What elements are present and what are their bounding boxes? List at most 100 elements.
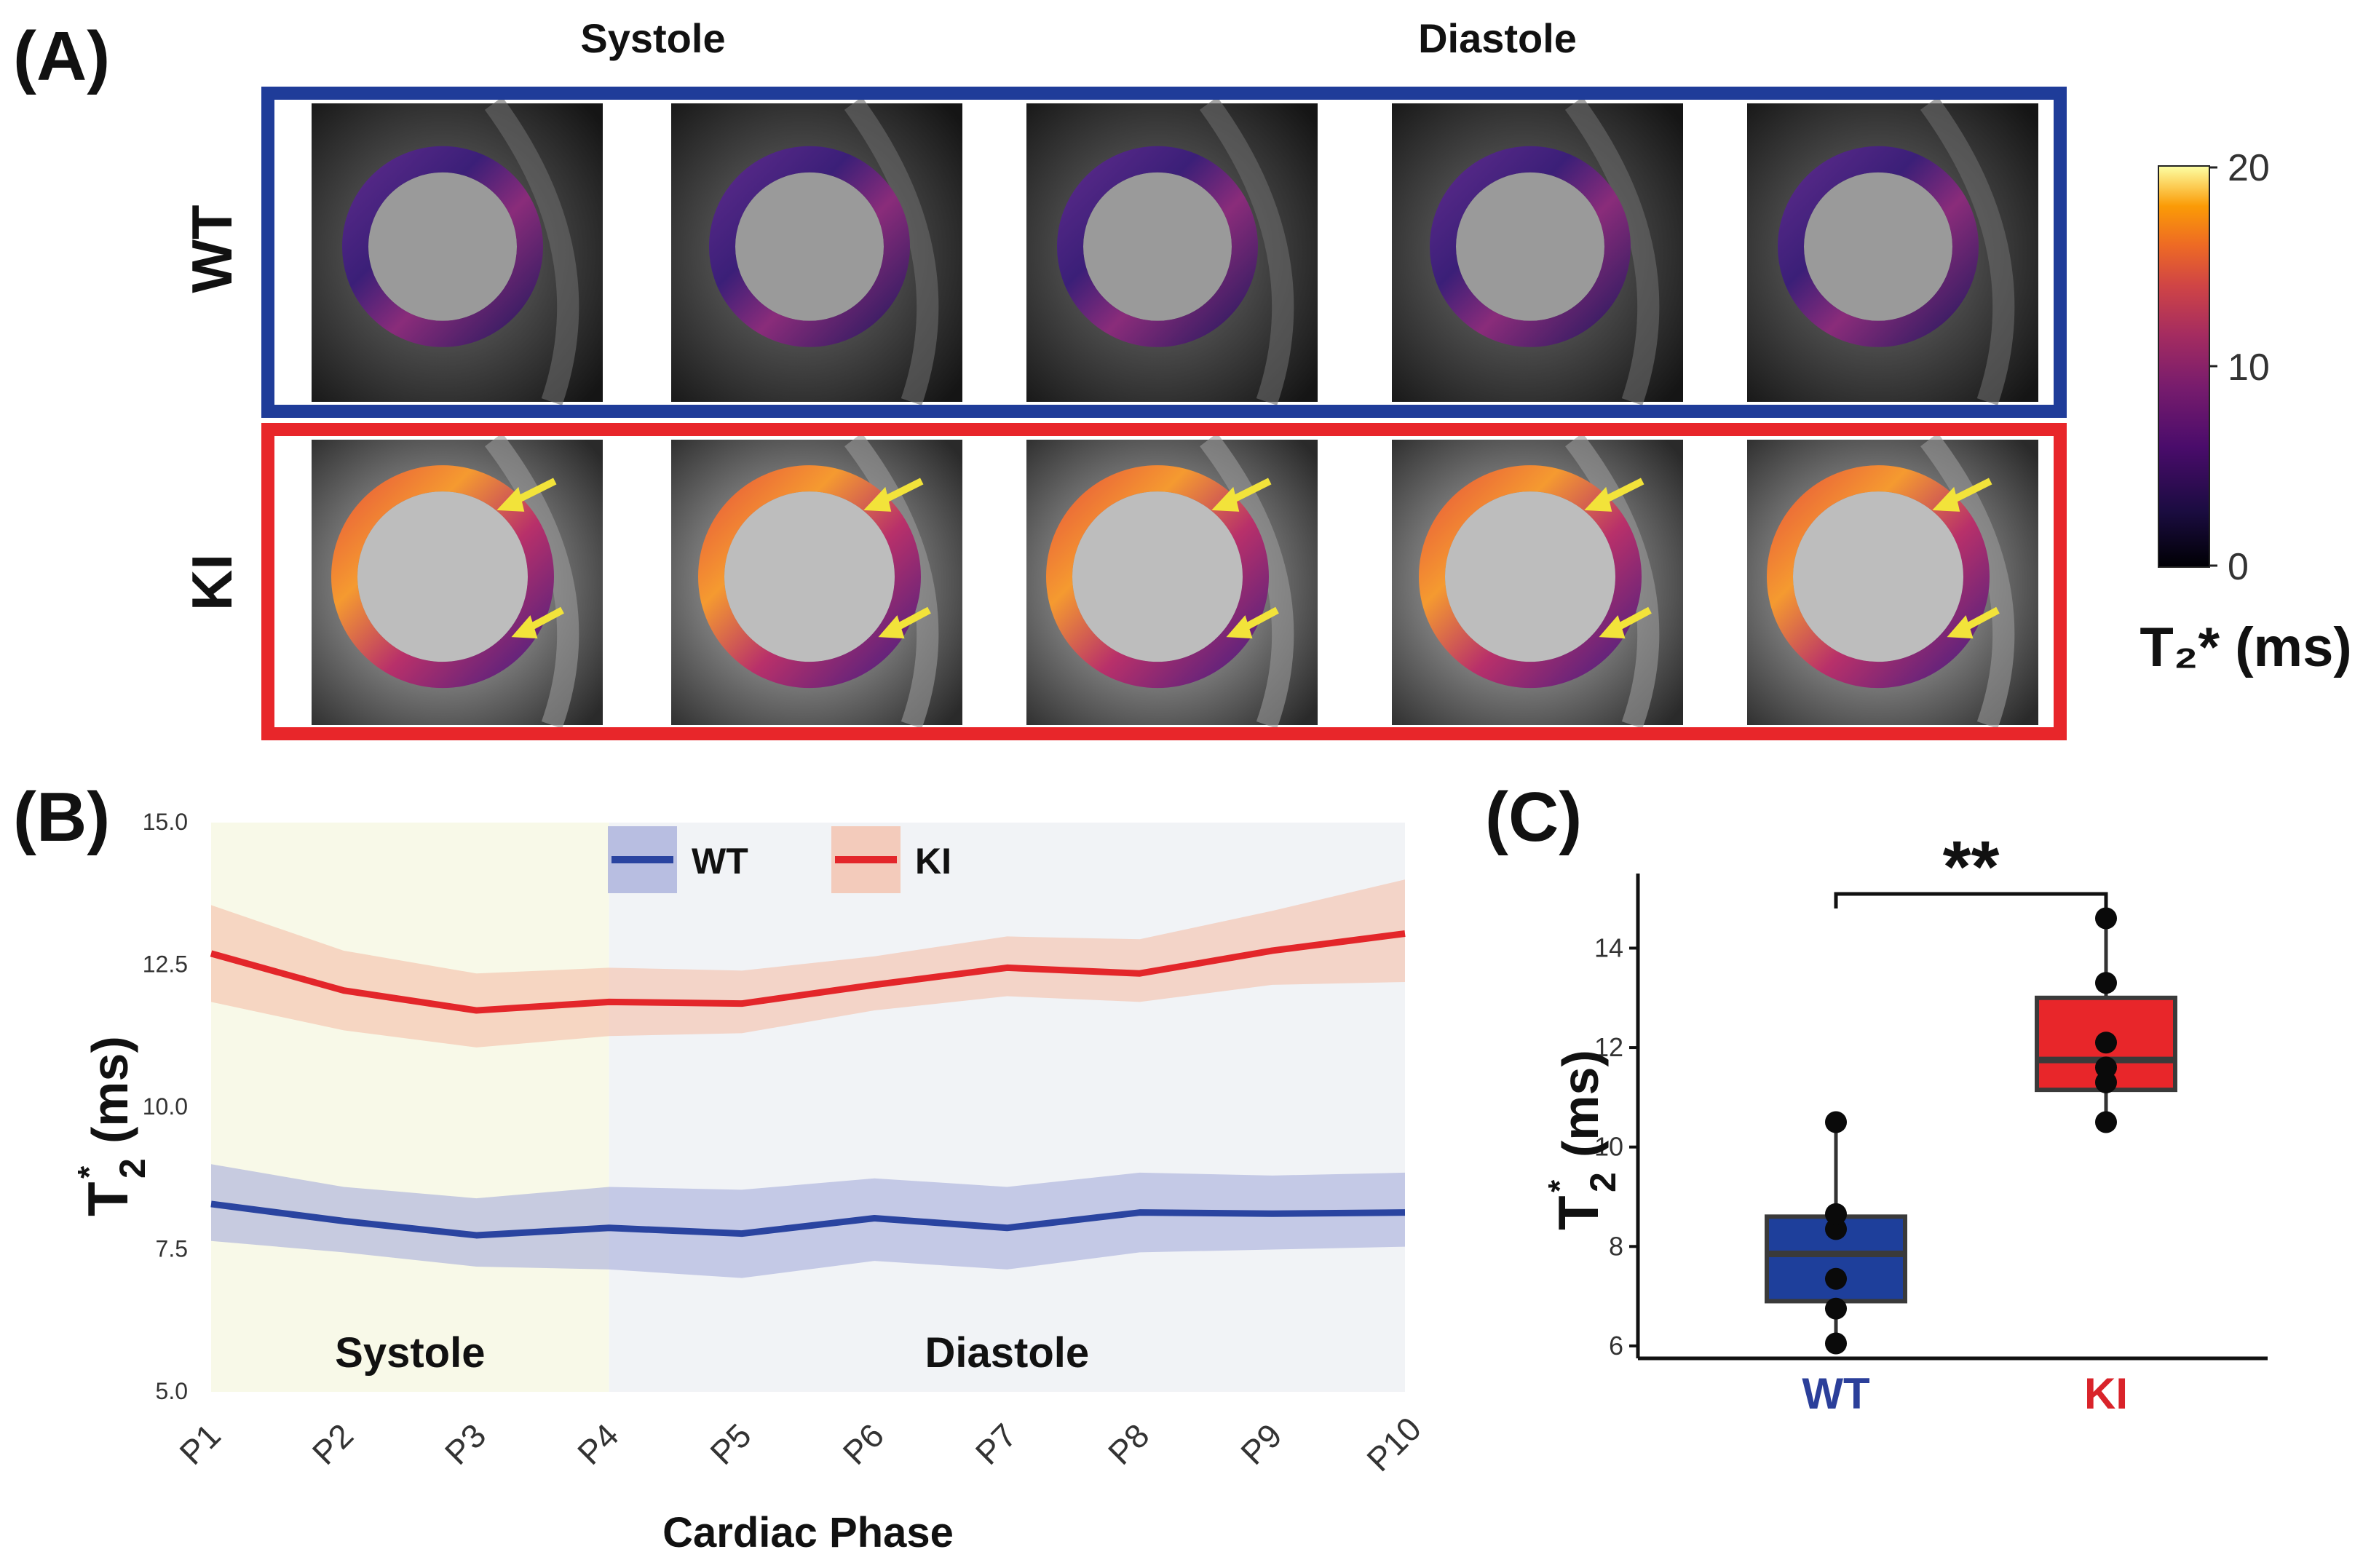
blood-pool — [1804, 172, 1952, 321]
y-tick-label: 6 — [1609, 1331, 1623, 1361]
legend: WT KI — [608, 826, 951, 893]
panel-c-letter: (C) — [1485, 778, 1582, 856]
colorbar-min-label: 0 — [2228, 546, 2249, 588]
x-tick-label: P6 — [836, 1416, 892, 1472]
colorbar: 20 10 0 T₂* (ms) — [2140, 147, 2351, 678]
wt-mri-tile — [671, 97, 962, 405]
box-ki — [2035, 907, 2177, 1133]
wt-frame — [261, 87, 2067, 418]
y-tick-label: 10 — [1594, 1132, 1623, 1162]
x-tick-label: P1 — [172, 1416, 228, 1472]
x-tick-label: P5 — [702, 1416, 759, 1472]
chest-wall — [1920, 97, 2015, 405]
data-point — [2095, 1111, 2117, 1133]
arrow-head — [1211, 486, 1240, 512]
chest-wall — [1199, 97, 1294, 405]
blood-pool — [1456, 172, 1604, 321]
arrow-head — [1599, 615, 1626, 639]
y-tick-label: 5.0 — [156, 1378, 188, 1404]
panel-b-letter: (B) — [13, 778, 110, 856]
data-point — [2095, 972, 2117, 994]
series-ci-band-wt — [211, 1164, 1405, 1278]
arrow-head — [496, 486, 525, 512]
data-point — [2095, 1071, 2117, 1093]
series-line-ki — [210, 930, 1406, 1014]
ki-frame — [261, 423, 2067, 740]
t2-ring — [342, 146, 543, 347]
chest-wall — [1565, 432, 1660, 729]
significance-stars: ** — [1943, 826, 2000, 908]
significance-bracket — [1834, 892, 2108, 908]
t2-ring — [1057, 146, 1258, 347]
x-tick-label: P9 — [1233, 1416, 1289, 1472]
wt-image-row — [312, 97, 2038, 405]
chest-wall — [1200, 432, 1294, 729]
y-axis-title-main: T — [1546, 1195, 1610, 1230]
t2-ring — [1430, 146, 1631, 347]
chest-wall — [484, 97, 579, 405]
header-systole: Systole — [580, 15, 725, 61]
data-point — [2095, 1056, 2117, 1079]
blood-pool — [735, 172, 884, 321]
t2-ring — [1778, 146, 1979, 347]
arrow-head — [1932, 486, 1960, 512]
data-point — [2095, 1032, 2117, 1054]
data-point — [1825, 1332, 1847, 1355]
y-tick-label: 14 — [1594, 933, 1623, 962]
region-label: Diastole — [925, 1329, 1090, 1377]
ki-mri-tile — [671, 432, 962, 729]
region-background — [211, 823, 609, 1392]
wt-mri-tile — [1747, 97, 2038, 405]
blood-pool — [1445, 491, 1615, 662]
y-tick-label: 12.5 — [143, 951, 188, 978]
panel-c-chart: 6 8 10 12 14 WT KI ** T * 2 (ms) — [1542, 826, 2268, 1418]
arrow-head — [863, 486, 892, 512]
colorbar-max-label: 20 — [2228, 147, 2270, 189]
data-point — [1825, 1297, 1847, 1320]
x-tick-label: P8 — [1101, 1416, 1157, 1472]
wt-mri-tile — [1392, 97, 1683, 405]
wt-mri-tile — [312, 97, 603, 405]
t2-ring — [698, 465, 921, 689]
ki-mri-tile — [1747, 432, 2038, 729]
x-tick-label: P3 — [438, 1416, 494, 1472]
blood-pool — [1793, 491, 1963, 662]
chest-wall — [1920, 432, 2015, 729]
x-axis-title: Cardiac Phase — [662, 1509, 954, 1556]
y-tick-label: 12 — [1594, 1032, 1623, 1062]
chest-wall — [1564, 97, 1660, 405]
y-axis-title-sup: * — [1542, 1179, 1578, 1192]
colorbar-gradient — [2158, 165, 2210, 568]
y-tick-label: 8 — [1609, 1231, 1623, 1261]
y-axis-title: T * 2 (ms) — [1542, 1050, 1623, 1230]
wt-mri-tile — [1026, 97, 1318, 405]
header-diastole: Diastole — [1418, 15, 1577, 61]
t2-ring — [1419, 465, 1642, 689]
arrow-head — [1584, 486, 1612, 512]
t2-ring — [331, 465, 554, 689]
series-line-wt — [210, 1200, 1406, 1239]
ki-mri-tile — [1392, 432, 1683, 729]
ki-mri-tile — [1026, 432, 1318, 729]
t2-ring — [1767, 465, 1990, 689]
blood-pool — [368, 172, 517, 321]
colorbar-mid-label: 10 — [2228, 347, 2270, 389]
x-tick-label-ki: KI — [2084, 1369, 2128, 1418]
data-point — [2095, 907, 2117, 930]
panel-b-chart: Systole Diastole 5.0 7.5 10.0 12.5 15.0 P1 P2 P3 P… — [71, 809, 1428, 1556]
x-tick-label: P2 — [305, 1416, 361, 1472]
arrow-head — [878, 615, 905, 639]
y-tick-label: 7.5 — [156, 1236, 188, 1262]
y-axis-title: T * 2 (ms) — [71, 1036, 153, 1216]
y-axis-title-units: (ms) — [1552, 1050, 1609, 1157]
region-label: Systole — [335, 1329, 485, 1377]
chest-wall — [485, 432, 579, 729]
y-axis-title-sub: 2 — [112, 1158, 153, 1179]
x-tick-label: P7 — [968, 1416, 1024, 1472]
blood-pool — [1072, 491, 1243, 662]
data-point — [1825, 1111, 1847, 1133]
y-tick-label: 10.0 — [143, 1093, 188, 1120]
x-tick-label: P10 — [1359, 1409, 1428, 1478]
chest-wall — [844, 432, 939, 729]
arrow-head — [1947, 615, 1974, 639]
